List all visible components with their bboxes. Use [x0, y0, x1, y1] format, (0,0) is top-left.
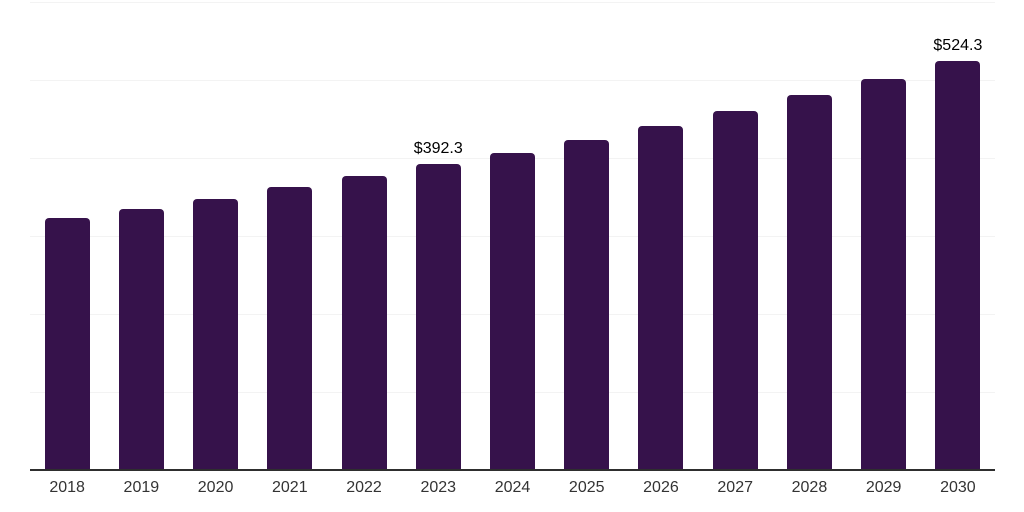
x-tick-label-2028: 2028 [791, 479, 828, 496]
bar-2030 [935, 61, 981, 470]
x-tick-label-2029: 2029 [865, 479, 902, 496]
gridline-600 [30, 2, 995, 3]
bar-value-label-2023: $392.3 [413, 140, 463, 157]
x-tick-label-2022: 2022 [346, 479, 382, 496]
bar-2025 [564, 140, 610, 470]
x-axis: 2018 2019 2020 2021 2022 2023 2024 2025 2026 2027… [30, 470, 995, 512]
bar-2022 [341, 176, 387, 470]
bar-2019 [118, 209, 164, 470]
x-tick-label-2024: 2024 [494, 479, 531, 496]
bar-2028 [786, 95, 832, 470]
bar-value-label-2030: $524.3 [933, 37, 983, 54]
plot-area: $392.3 $524.3 [30, 2, 995, 471]
x-tick-label-2021: 2021 [272, 479, 308, 496]
x-axis-line [30, 469, 995, 471]
x-tick-label-2027: 2027 [717, 479, 753, 496]
bar-2020 [193, 199, 239, 470]
x-tick-label-2020: 2020 [197, 479, 234, 496]
bar-2029 [861, 79, 907, 470]
bar-2021 [267, 187, 313, 470]
bar-2026 [638, 126, 684, 470]
gridline-500 [30, 80, 995, 81]
x-tick-label-2030: 2030 [940, 479, 976, 496]
x-tick-label-2026: 2026 [643, 479, 679, 496]
x-tick-label-2023: 2023 [420, 479, 457, 496]
x-tick-label-2025: 2025 [568, 479, 605, 496]
x-tick-label-2018: 2018 [49, 479, 85, 496]
bar-2027 [712, 111, 758, 470]
bar-2018 [44, 218, 90, 470]
bar-2024 [490, 153, 535, 470]
bar-2023 [415, 164, 461, 470]
x-tick-label-2019: 2019 [123, 479, 160, 496]
